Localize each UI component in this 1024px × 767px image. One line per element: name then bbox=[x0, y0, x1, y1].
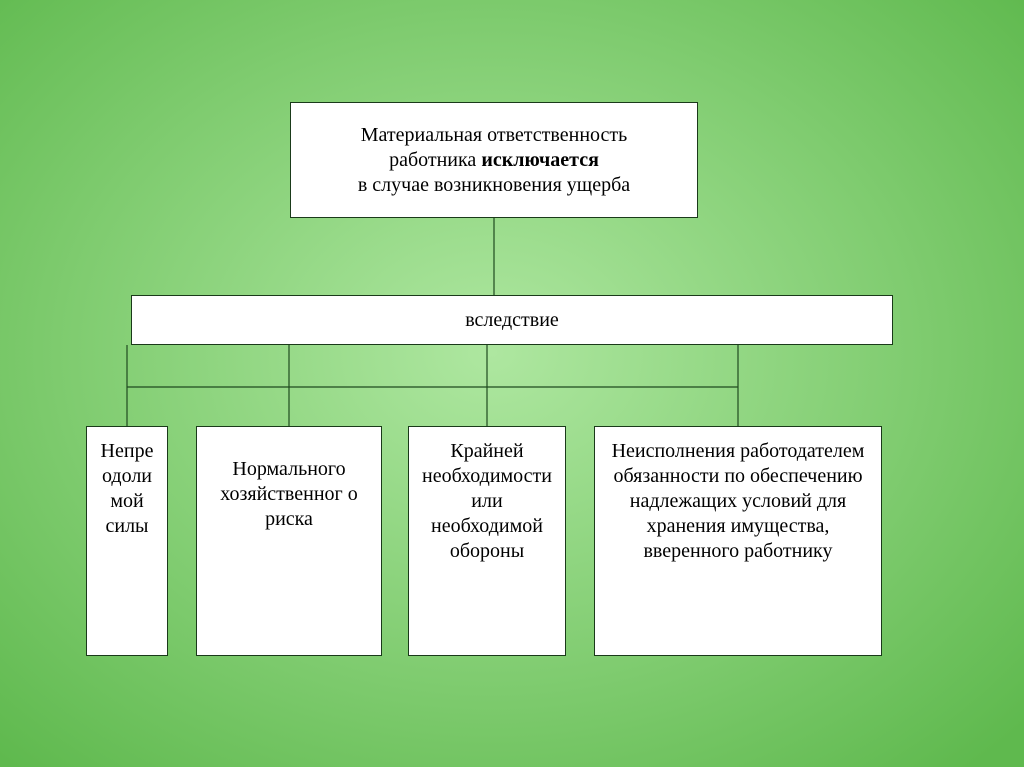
leaf-box-employer-fail: Неисполнения работодателем обязанности п… bbox=[594, 426, 882, 656]
top-line2-prefix: работника bbox=[389, 149, 481, 171]
leaf-text: Неисполнения работодателем обязанности п… bbox=[601, 439, 875, 564]
middle-text: вследствие bbox=[465, 308, 559, 333]
leaf-text: Крайней необходимости или необходимой об… bbox=[415, 439, 559, 564]
diagram-canvas: Материальная ответственность работника и… bbox=[0, 0, 1024, 767]
leaf-text: Нормального хозяйственног о риска bbox=[203, 457, 375, 532]
leaf-text: Непре одоли мой силы bbox=[93, 439, 161, 539]
top-line2-bold: исключается bbox=[481, 149, 599, 171]
top-line1: Материальная ответственность bbox=[361, 123, 628, 148]
leaf-box-normal-risk: Нормального хозяйственног о риска bbox=[196, 426, 382, 656]
middle-box: вследствие bbox=[131, 295, 893, 345]
top-line3: в случае возникновения ущерба bbox=[358, 173, 630, 198]
top-box: Материальная ответственность работника и… bbox=[290, 102, 698, 218]
leaf-box-necessity: Крайней необходимости или необходимой об… bbox=[408, 426, 566, 656]
top-line2: работника исключается bbox=[389, 148, 599, 173]
leaf-box-force-majeure: Непре одоли мой силы bbox=[86, 426, 168, 656]
